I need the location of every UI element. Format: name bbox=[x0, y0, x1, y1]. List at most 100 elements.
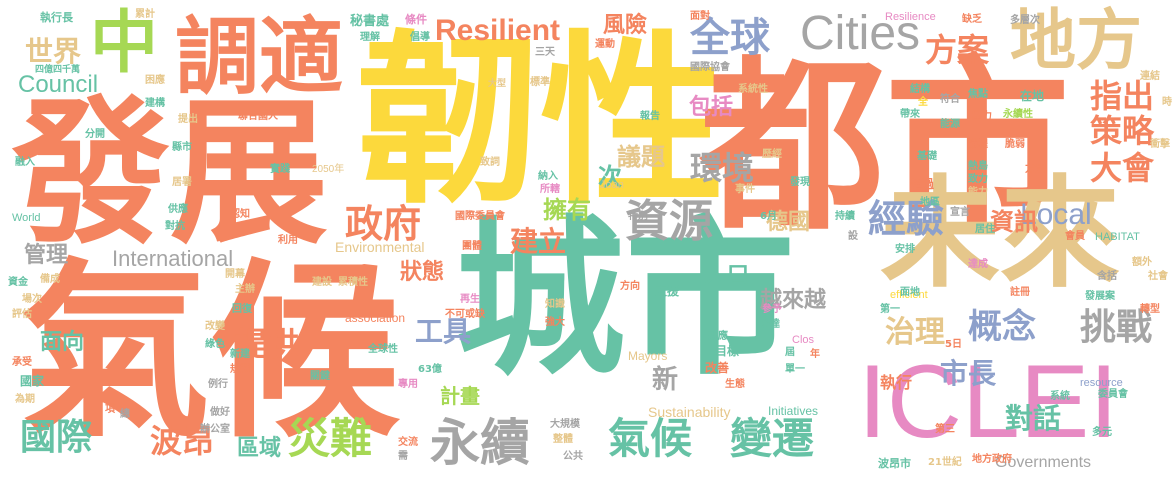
word-cloud-term: 設 bbox=[848, 231, 858, 242]
word-cloud-term: 強大 bbox=[545, 317, 565, 328]
word-cloud-term: 需 bbox=[398, 451, 408, 462]
word-cloud-term: 世界 bbox=[25, 35, 82, 68]
word-cloud-term: 資源 bbox=[625, 196, 713, 247]
word-cloud-term: 對話 bbox=[1005, 402, 1062, 435]
word-cloud-term: 狀態 bbox=[400, 260, 445, 285]
word-cloud-term: 致力 bbox=[968, 174, 988, 185]
word-cloud-term: 困應 bbox=[145, 75, 165, 86]
word-cloud-term: Cities bbox=[800, 7, 921, 60]
word-cloud-term: 評估 bbox=[12, 309, 32, 320]
word-cloud-term: 結構 bbox=[910, 84, 930, 95]
word-cloud-term: 項 bbox=[105, 404, 115, 415]
word-cloud-term: 德國 bbox=[766, 210, 811, 235]
word-cloud-term: 提出 bbox=[178, 114, 198, 125]
word-cloud-term: 未來 bbox=[880, 165, 1120, 304]
word-cloud-term: 年 bbox=[810, 349, 820, 360]
word-cloud-term: 條件 bbox=[405, 13, 427, 26]
word-cloud-term: 資金 bbox=[8, 277, 28, 288]
word-cloud-term: 市長 bbox=[940, 357, 997, 390]
word-cloud-term: 執行長 bbox=[40, 11, 73, 24]
word-cloud-term: Sustainability bbox=[648, 404, 731, 420]
word-cloud-term: 實踐 bbox=[270, 164, 290, 175]
word-cloud-term: Local bbox=[1020, 198, 1092, 231]
word-cloud-term: 聯合國人 bbox=[238, 111, 278, 122]
word-cloud-term: 大會 bbox=[1090, 149, 1155, 187]
word-cloud-term: 團體 bbox=[462, 241, 482, 252]
word-cloud-term: 超過 bbox=[910, 177, 935, 191]
word-cloud-term: 地區 bbox=[920, 197, 940, 208]
word-cloud-term: 開幕 bbox=[225, 269, 245, 280]
word-cloud-term: 建構 bbox=[145, 98, 165, 109]
word-cloud-term: 面地 bbox=[900, 287, 920, 298]
word-cloud-term: 目標 bbox=[715, 344, 740, 358]
word-cloud-term: 國際委員會 bbox=[455, 211, 505, 222]
word-cloud-term: 安排 bbox=[895, 244, 915, 255]
word-cloud-term: Mayors bbox=[628, 349, 668, 363]
word-cloud-term: 會員 bbox=[1065, 231, 1085, 242]
word-cloud-term: ICLEI bbox=[858, 344, 1119, 460]
word-cloud-term: 國際 bbox=[20, 417, 93, 458]
word-cloud-term: 永續 bbox=[430, 414, 530, 472]
word-cloud-term: 屆 bbox=[785, 347, 795, 358]
word-cloud-term: HABITAT bbox=[1095, 231, 1140, 243]
word-cloud-term: 在地 bbox=[1020, 89, 1045, 103]
word-cloud-term: 利用 bbox=[278, 235, 298, 246]
word-cloud-term: 做好 bbox=[210, 407, 230, 418]
word-cloud-term: 災難 bbox=[288, 414, 373, 463]
word-cloud-term: 能源 bbox=[940, 119, 960, 130]
word-cloud-term: 公共 bbox=[563, 451, 583, 462]
word-cloud-term: 四億四千萬 bbox=[35, 65, 81, 75]
word-cloud-term: 報告 bbox=[640, 111, 660, 122]
word-cloud-term: 工具 bbox=[415, 315, 472, 348]
word-cloud-term: 方向 bbox=[620, 281, 640, 292]
word-cloud-term: 包括 bbox=[689, 95, 734, 120]
word-cloud-term: 委員會 bbox=[1098, 389, 1128, 400]
word-cloud-term: 對抗 bbox=[165, 221, 185, 232]
word-cloud-term: 所轄 bbox=[540, 184, 560, 195]
word-cloud-term: 人口 bbox=[705, 263, 750, 288]
word-cloud-term: 知識 bbox=[545, 299, 565, 310]
word-cloud-term: Joan bbox=[600, 179, 624, 191]
word-cloud-term: 變遷 bbox=[730, 414, 815, 463]
word-cloud-term: 管理 bbox=[24, 243, 69, 268]
word-cloud-term: 例行 bbox=[208, 379, 228, 390]
word-cloud-term: 脆弱 bbox=[1005, 139, 1025, 150]
word-cloud-term: 策略 bbox=[1090, 112, 1155, 150]
word-cloud-term: 方法 bbox=[1025, 164, 1045, 175]
word-cloud-term: World bbox=[12, 212, 41, 224]
word-cloud-term: 新建 bbox=[230, 349, 250, 360]
word-cloud-term: 氣候 bbox=[20, 242, 401, 463]
word-cloud-term: 波昂 bbox=[150, 422, 215, 460]
word-cloud-term: 國際協會 bbox=[690, 62, 730, 73]
word-cloud-term: 指出 bbox=[1090, 77, 1155, 115]
word-cloud-term: 效應 bbox=[708, 331, 728, 342]
word-cloud-term: 秘書處 bbox=[350, 14, 390, 29]
word-cloud-term: 方案 bbox=[925, 31, 990, 69]
word-cloud-term: International bbox=[112, 246, 234, 271]
word-cloud-term: 面對 bbox=[690, 11, 710, 22]
word-cloud-term: 焦點 bbox=[968, 89, 988, 100]
word-cloud-term: 風險 bbox=[603, 13, 648, 38]
word-cloud-term: 發現 bbox=[790, 177, 810, 188]
word-cloud-term: 發展案 bbox=[1085, 291, 1115, 302]
word-cloud-term: 系統性 bbox=[738, 84, 768, 95]
word-cloud-term: 永續性 bbox=[1003, 109, 1033, 120]
word-cloud-term: efficient bbox=[890, 289, 928, 301]
word-cloud-term: 整體 bbox=[553, 434, 573, 445]
word-cloud-term: 政府 bbox=[345, 202, 422, 246]
word-cloud-term: Environmental bbox=[335, 239, 425, 255]
word-cloud-term: 居署 bbox=[172, 177, 192, 188]
word-cloud-term: 關鍵 bbox=[310, 371, 330, 382]
word-cloud-term: 轉型 bbox=[1140, 304, 1160, 315]
word-cloud-term: 缺乏 bbox=[962, 14, 982, 25]
word-cloud-term: 計畫 bbox=[440, 384, 480, 408]
word-cloud-term: 地方政府 bbox=[972, 454, 1012, 465]
word-cloud-term: 認知 bbox=[230, 209, 250, 220]
word-cloud-term: 大規模 bbox=[550, 419, 580, 430]
word-cloud-term: 為期 bbox=[15, 394, 35, 405]
word-cloud-term: 2050年 bbox=[312, 164, 345, 175]
word-cloud-term: 全球 bbox=[690, 15, 770, 61]
word-cloud-term: 5日 bbox=[945, 339, 962, 350]
word-cloud-term: 綠色 bbox=[205, 339, 225, 350]
